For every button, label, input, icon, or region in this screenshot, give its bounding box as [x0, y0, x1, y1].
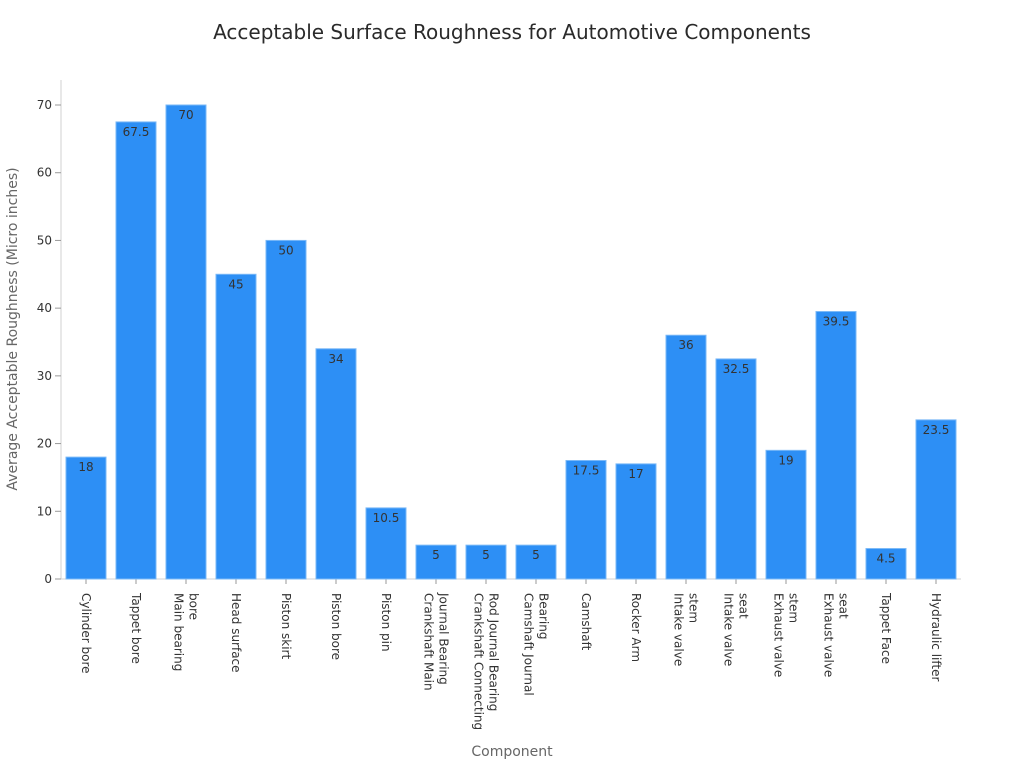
svg-text:seat: seat — [737, 593, 751, 619]
x-tick-label: Head surface — [229, 593, 243, 673]
y-tick-label: 40 — [37, 301, 52, 315]
bar-value-label: 45 — [228, 277, 243, 291]
x-tick-label: Cylinder bore — [79, 593, 93, 674]
bar — [315, 348, 357, 580]
x-tick-label: Exhaust valve stem — [772, 593, 801, 677]
svg-text:Piston pin: Piston pin — [379, 593, 393, 652]
bar-value-label: 4.5 — [876, 552, 895, 566]
x-tick-label: Piston bore — [329, 593, 343, 660]
bar — [265, 239, 307, 580]
y-axis-title: Average Acceptable Roughness (Micro inch… — [5, 167, 21, 490]
y-tick-label: 70 — [37, 98, 52, 112]
svg-text:Journal Bearing: Journal Bearing — [437, 592, 451, 685]
y-tick-label: 10 — [37, 504, 52, 518]
bar-value-label: 70 — [178, 108, 193, 122]
svg-text:Cylinder bore: Cylinder bore — [79, 593, 93, 674]
svg-text:Rod Journal Bearing: Rod Journal Bearing — [487, 593, 501, 711]
bars: 18 67.5 70 45 50 34 10.5 5 5 5 17.5 17 36 32.5 19 39.5 4… — [65, 104, 957, 580]
bar-value-label: 5 — [532, 548, 540, 562]
svg-text:Crankshaft Connecting: Crankshaft Connecting — [472, 593, 486, 730]
svg-text:bore: bore — [187, 593, 201, 620]
svg-text:Head surface: Head surface — [229, 593, 243, 673]
x-axis-title: Component — [471, 744, 553, 760]
x-tick-label: Intake valve stem — [672, 593, 701, 666]
bar-value-label: 32.5 — [723, 362, 750, 376]
x-tick-label: Tappet Face — [879, 592, 893, 664]
bar-value-label: 10.5 — [373, 511, 400, 525]
svg-text:Intake valve: Intake valve — [722, 593, 736, 666]
y-tick-label: 30 — [37, 369, 52, 383]
bar-value-label: 17.5 — [573, 464, 600, 478]
svg-text:Rocker Arm: Rocker Arm — [629, 593, 643, 662]
bar-value-label: 36 — [678, 338, 693, 352]
svg-text:Piston skirt: Piston skirt — [279, 593, 293, 659]
bar — [365, 507, 407, 580]
bar — [765, 449, 807, 580]
bar — [465, 544, 507, 580]
y-tick-label: 0 — [44, 572, 52, 586]
bar-value-label: 19 — [778, 453, 793, 467]
x-tick-label: Crankshaft Connecting Rod Journal Bearing — [472, 593, 501, 730]
svg-text:Piston bore: Piston bore — [329, 593, 343, 660]
bar-value-label: 18 — [78, 460, 93, 474]
bar — [65, 456, 107, 580]
chart-title: Acceptable Surface Roughness for Automot… — [213, 20, 811, 44]
bar — [215, 273, 257, 580]
bar — [665, 334, 707, 580]
svg-text:Bearing: Bearing — [537, 593, 551, 639]
bar — [915, 419, 957, 580]
x-tick-label: Hydraulic lifter — [929, 593, 943, 681]
x-tick-label: Rocker Arm — [629, 593, 643, 662]
x-tick-label: Tappet bore — [129, 592, 143, 664]
bar-value-label: 39.5 — [823, 315, 850, 329]
bar — [165, 104, 207, 580]
svg-text:stem: stem — [687, 593, 701, 623]
svg-text:Crankshaft Main: Crankshaft Main — [422, 593, 436, 691]
bar — [715, 358, 757, 580]
svg-text:Tappet Face: Tappet Face — [879, 592, 893, 664]
bar-value-label: 5 — [482, 548, 490, 562]
x-axis: Cylinder bore Tappet bore Main bearing bore… — [61, 578, 961, 730]
bar — [815, 311, 857, 580]
svg-text:Main bearing: Main bearing — [172, 593, 186, 671]
y-tick-label: 50 — [37, 233, 52, 247]
y-axis: 0 10 20 30 40 50 60 70 — [37, 80, 62, 586]
svg-text:Camshaft: Camshaft — [579, 593, 593, 651]
bar-value-label: 50 — [278, 243, 293, 257]
svg-text:seat: seat — [837, 593, 851, 619]
svg-text:Hydraulic lifter: Hydraulic lifter — [929, 593, 943, 681]
x-tick-label: Crankshaft Main Journal Bearing — [422, 592, 451, 691]
bar-value-label: 23.5 — [923, 423, 950, 437]
svg-text:Camshaft Journal: Camshaft Journal — [522, 593, 536, 696]
bar — [865, 548, 907, 580]
svg-text:Tappet bore: Tappet bore — [129, 592, 143, 664]
y-tick-label: 20 — [37, 437, 52, 451]
bar — [515, 544, 557, 580]
bar-value-label: 34 — [328, 352, 343, 366]
svg-text:Intake valve: Intake valve — [672, 593, 686, 666]
y-tick-label: 60 — [37, 166, 52, 180]
x-tick-label: Camshaft — [579, 593, 593, 651]
bar — [565, 460, 607, 580]
x-tick-label: Main bearing bore — [172, 593, 201, 671]
bar — [415, 544, 457, 580]
svg-text:Exhaust valve: Exhaust valve — [772, 593, 786, 677]
bar — [615, 463, 657, 580]
bar-value-label: 17 — [628, 467, 643, 481]
x-tick-label: Camshaft Journal Bearing — [522, 593, 551, 696]
x-tick-label: Piston pin — [379, 593, 393, 652]
svg-text:stem: stem — [787, 593, 801, 623]
svg-text:Exhaust valve: Exhaust valve — [822, 593, 836, 677]
x-tick-label: Exhaust valve seat — [822, 593, 851, 677]
x-tick-label: Piston skirt — [279, 593, 293, 659]
bar — [115, 121, 157, 580]
bar-value-label: 5 — [432, 548, 440, 562]
x-tick-label: Intake valve seat — [722, 593, 751, 666]
bar-value-label: 67.5 — [123, 125, 150, 139]
